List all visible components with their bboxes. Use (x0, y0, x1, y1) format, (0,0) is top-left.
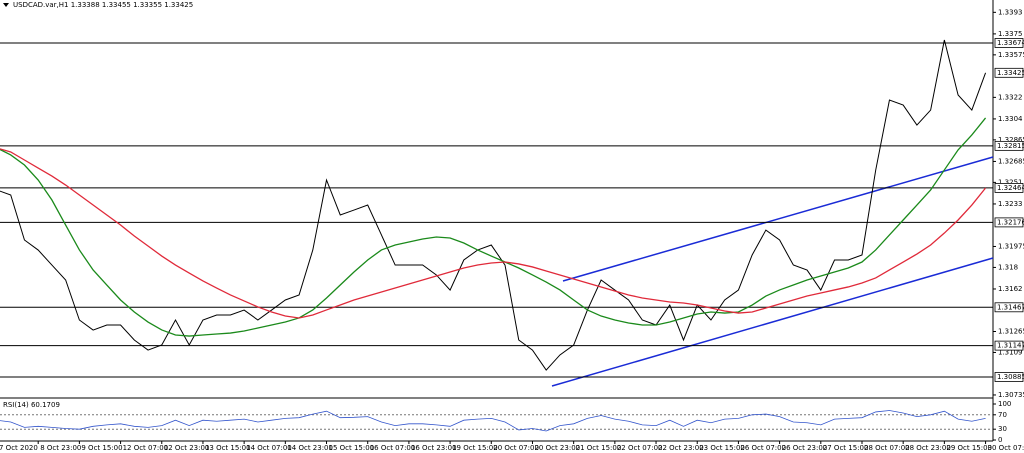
rsi-y-tick-label: 70 (998, 411, 1007, 419)
rsi-title: RSI(14) 60.1709 (3, 401, 60, 409)
rsi-y-tick-label: 30 (998, 425, 1007, 433)
x-tick-label: 26 Oct 07:00 (740, 444, 786, 452)
y-tick-label: 1.3109 (998, 348, 1023, 356)
y-tick-label: 1.31975 (998, 242, 1024, 250)
level-label-box (994, 140, 1024, 151)
rsi-y-tick-label: 0 (998, 436, 1002, 444)
level-label-box (994, 183, 1024, 193)
y-tick-label: 1.30735 (998, 391, 1024, 399)
last-price-box (994, 67, 1024, 78)
ma-slow-line (0, 148, 987, 319)
rsi-line (0, 410, 986, 432)
y-tick-label: 1.3233 (998, 200, 1023, 208)
x-tick-label: 28 Oct 07:00 (864, 444, 910, 452)
x-tick-label: 16 Oct 07:00 (370, 444, 416, 452)
x-tick-label: 7 Oct 2020 (0, 444, 38, 452)
x-tick-label: 22 Oct 23:00 (658, 444, 704, 452)
x-tick-label: 30 Oct 07:00 (988, 444, 1024, 452)
y-tick-label: 1.3393 (998, 8, 1023, 16)
x-tick-label: 14 Oct 23:00 (287, 444, 333, 452)
x-tick-label: 28 Oct 23:00 (905, 444, 951, 452)
last-price-label: 1.33425 (997, 69, 1024, 77)
x-tick-label: 14 Oct 07:00 (246, 444, 292, 452)
level-label: 1.30885 (997, 373, 1024, 381)
x-tick-label: 12 Oct 07:00 (123, 444, 169, 452)
y-tick-label: 1.3251 (998, 178, 1023, 186)
level-label-box (994, 217, 1024, 228)
level-label: 1.31467 (997, 303, 1024, 311)
x-tick-label: 20 Oct 23:00 (534, 444, 580, 452)
price-line (0, 39, 987, 371)
y-tick-label: 1.318 (998, 263, 1018, 271)
trend-line-upper (562, 156, 994, 282)
level-label: 1.32176 (997, 218, 1024, 226)
x-tick-label: 27 Oct 15:00 (823, 444, 869, 452)
level-label: 1.31147 (997, 342, 1024, 350)
chart-title: USDCAD.var,H1 1.33388 1.33455 1.33355 1.… (13, 1, 193, 9)
y-tick-label: 1.3375 (998, 30, 1023, 38)
y-tick-label: 1.33575 (998, 51, 1024, 59)
y-tick-label: 1.3304 (998, 115, 1023, 123)
x-tick-label: 22 Oct 07:00 (617, 444, 663, 452)
x-tick-label: 13 Oct 15:00 (205, 444, 251, 452)
y-tick-label: 1.3322 (998, 93, 1023, 101)
x-tick-label: 8 Oct 23:00 (40, 444, 81, 452)
trend-line-lower (551, 257, 994, 387)
level-label-box (994, 38, 1024, 48)
y-tick-label: 1.32865 (998, 136, 1024, 144)
level-label-box (994, 302, 1024, 313)
x-tick-label: 19 Oct 15:00 (452, 444, 498, 452)
x-tick-label: 26 Oct 23:00 (782, 444, 828, 452)
x-tick-label: 9 Oct 15:00 (81, 444, 122, 452)
level-label: 1.33674 (997, 39, 1024, 47)
level-label: 1.32815 (997, 142, 1024, 150)
level-label-box (994, 340, 1024, 351)
x-tick-label: 29 Oct 15:00 (946, 444, 992, 452)
menu-triangle (3, 3, 9, 7)
level-label: 1.32464 (997, 184, 1024, 192)
level-label-box (994, 372, 1024, 382)
rsi-y-tick-label: 100 (998, 400, 1011, 408)
x-tick-label: 16 Oct 23:00 (411, 444, 457, 452)
x-tick-label: 12 Oct 23:00 (164, 444, 210, 452)
ma-fast-line (0, 117, 987, 337)
x-tick-label: 15 Oct 15:00 (329, 444, 375, 452)
x-tick-label: 23 Oct 15:00 (699, 444, 745, 452)
y-tick-label: 1.31265 (998, 327, 1024, 335)
x-tick-label: 20 Oct 07:00 (493, 444, 539, 452)
x-tick-label: 21 Oct 15:00 (576, 444, 622, 452)
y-tick-label: 1.32685 (998, 157, 1024, 165)
y-tick-label: 1.3162 (998, 285, 1023, 293)
